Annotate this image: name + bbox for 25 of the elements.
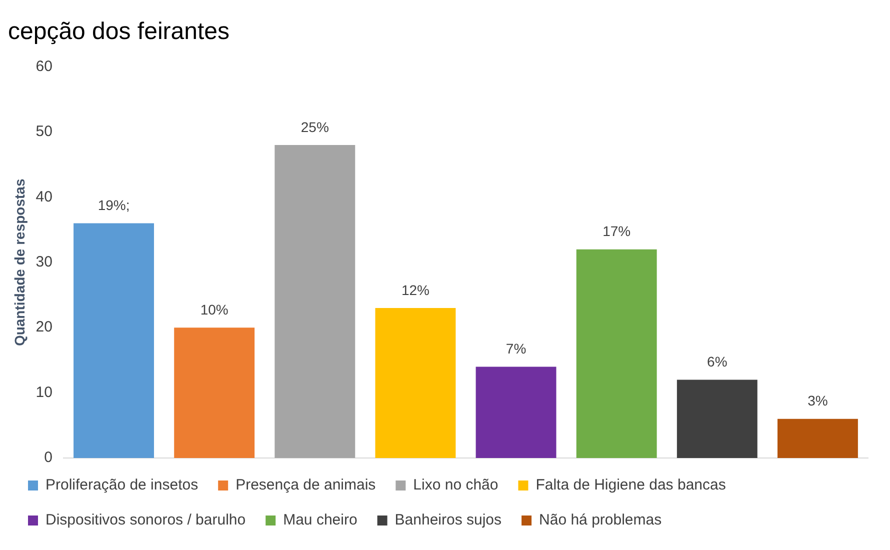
legend-label: Dispositivos sonoros / barulho bbox=[46, 512, 246, 529]
legend-label: Lixo no chão bbox=[413, 476, 498, 494]
legend-label: Banheiros sujos bbox=[394, 512, 502, 529]
y-tick-label: 10 bbox=[36, 384, 52, 401]
annotation: 6% bbox=[707, 354, 728, 370]
y-tick-label: 30 bbox=[36, 254, 52, 271]
annotation: 12% bbox=[401, 282, 430, 298]
legend-label: Falta de Higiene das bancas bbox=[536, 476, 726, 494]
annotation: 3% bbox=[808, 392, 828, 409]
legend-label: Mau cheiro bbox=[283, 512, 358, 529]
y-tick-label: 20 bbox=[36, 318, 52, 336]
annotation: 19%; bbox=[98, 197, 130, 214]
legend-label: Não há problemas bbox=[539, 512, 662, 529]
annotation: 17% bbox=[602, 223, 631, 240]
y-axis-title: Quantidade de respostas bbox=[11, 178, 28, 346]
annotation: 7% bbox=[506, 340, 526, 357]
chart-title: cepção dos feirantes bbox=[8, 18, 230, 46]
y-tick-label: 60 bbox=[36, 58, 52, 75]
annotation: 25% bbox=[300, 118, 329, 135]
legend-label: Proliferação de insetos bbox=[46, 476, 198, 494]
y-tick-label: 40 bbox=[36, 188, 52, 206]
y-tick-label: 0 bbox=[44, 449, 52, 466]
y-tick-label: 50 bbox=[36, 123, 52, 140]
annotation: 10% bbox=[200, 301, 228, 318]
legend-label: Presença de animais bbox=[236, 476, 376, 494]
